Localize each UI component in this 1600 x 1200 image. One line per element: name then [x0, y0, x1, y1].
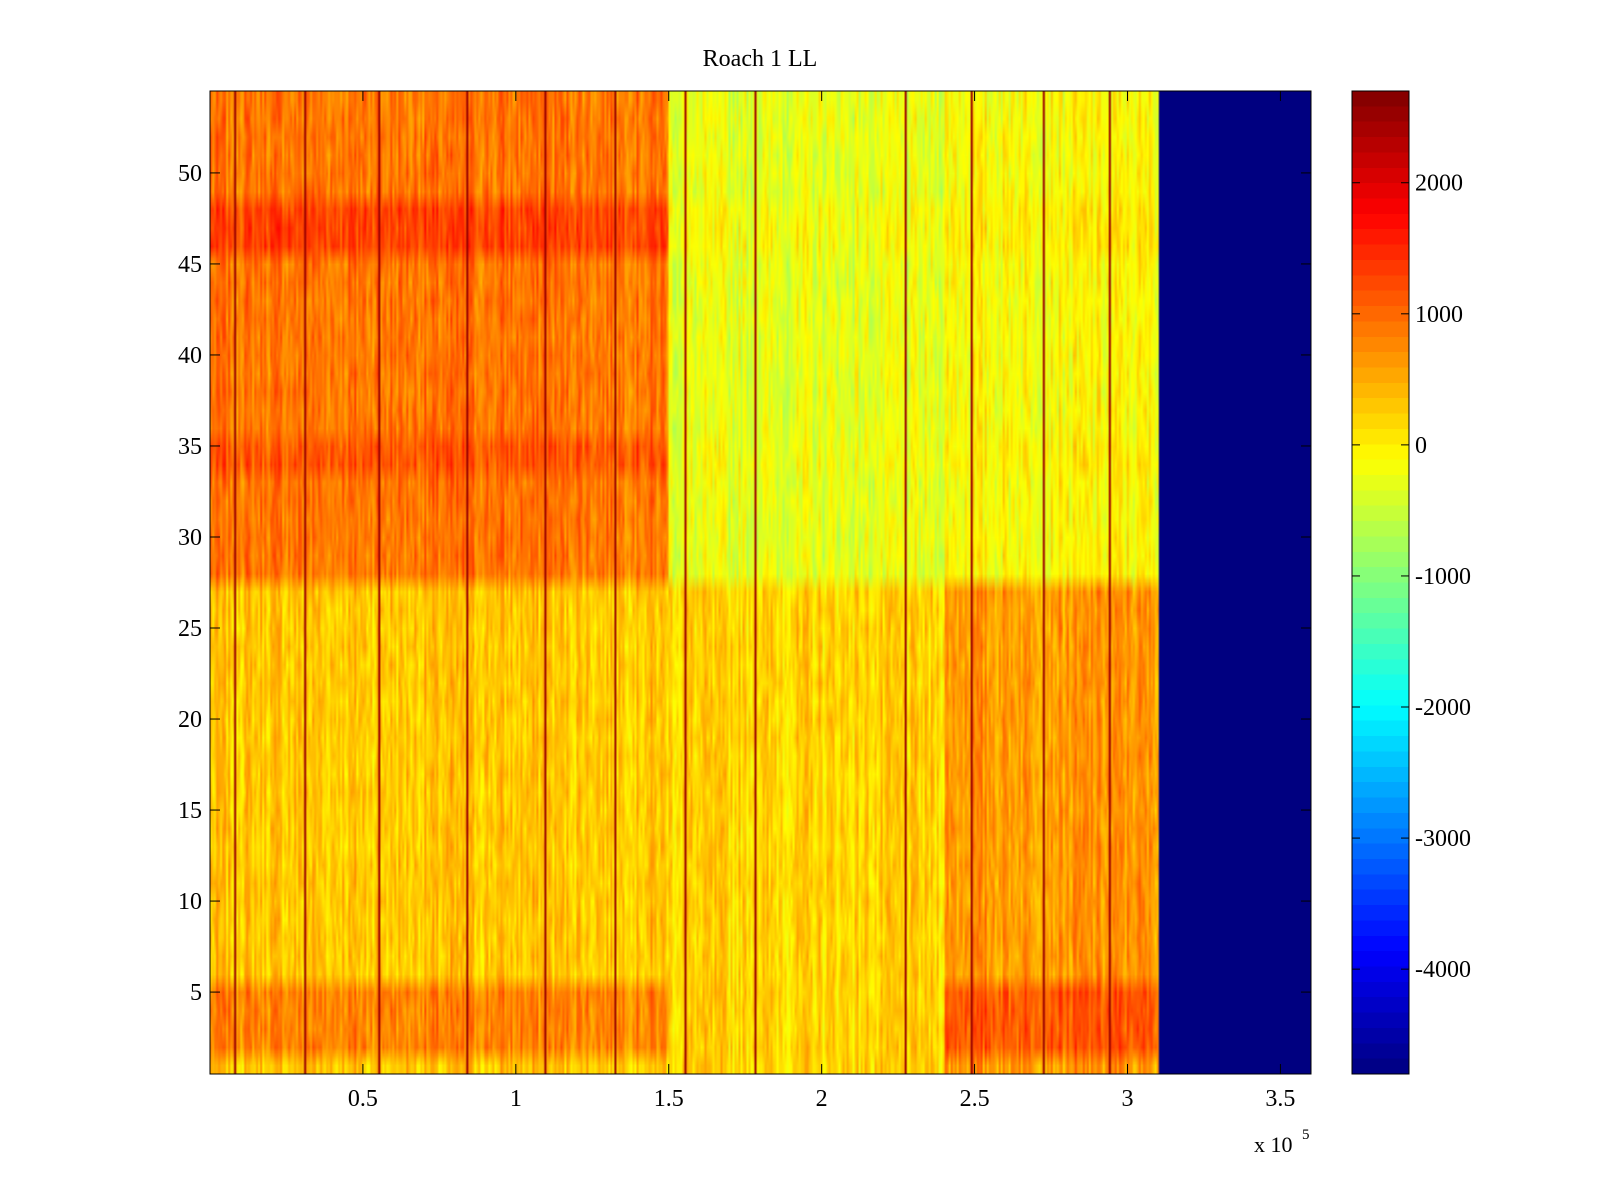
x-tick-label: 1 [510, 1086, 522, 1112]
colorbar-tick-label: -4000 [1415, 957, 1471, 983]
colorbar-gradient [1352, 91, 1409, 1074]
colorbar-tick-label: 2000 [1415, 171, 1463, 197]
y-tick-label: 40 [178, 343, 202, 369]
colorbar-frame [1351, 90, 1410, 1075]
y-tick-label: 25 [178, 616, 202, 642]
colorbar: 2000 1000 0 -1000 -2000 -3000 -4000 [1351, 90, 1471, 1075]
y-axis: 5 10 15 20 25 30 35 40 45 50 [178, 161, 1311, 1006]
colorbar-tick-label: -1000 [1415, 564, 1471, 590]
colorbar-ticks: 2000 1000 0 -1000 -2000 -3000 -4000 [1352, 171, 1471, 983]
y-tick-label: 50 [178, 161, 202, 187]
chart-title: Roach 1 LL [703, 46, 818, 72]
y-tick-label: 20 [178, 707, 202, 733]
x-multiplier-exponent: 5 [1302, 1127, 1310, 1143]
plot-frame [209, 90, 1312, 1075]
y-tick-label: 5 [190, 980, 202, 1006]
x-tick-label: 2 [816, 1086, 828, 1112]
colorbar-tick-label: 1000 [1415, 302, 1463, 328]
y-tick-label: 35 [178, 434, 202, 460]
heatmap-image [210, 91, 1311, 1074]
x-axis: 0.5 1 1.5 2 2.5 3 3.5 [348, 91, 1295, 1112]
y-tick-label: 15 [178, 798, 202, 824]
x-tick-label: 1.5 [654, 1086, 684, 1112]
colorbar-tick-label: -3000 [1415, 826, 1471, 852]
x-tick-label: 3 [1122, 1086, 1134, 1112]
y-tick-label: 30 [178, 525, 202, 551]
y-tick-label: 10 [178, 889, 202, 915]
x-tick-label: 0.5 [348, 1086, 378, 1112]
x-tick-label: 2.5 [960, 1086, 990, 1112]
colorbar-tick-label: 0 [1415, 433, 1427, 459]
x-tick-label: 3.5 [1265, 1086, 1295, 1112]
colorbar-tick-label: -2000 [1415, 695, 1471, 721]
x-multiplier-label: x 10 [1254, 1132, 1293, 1157]
y-tick-label: 45 [178, 252, 202, 278]
plot-area [209, 90, 1312, 1075]
